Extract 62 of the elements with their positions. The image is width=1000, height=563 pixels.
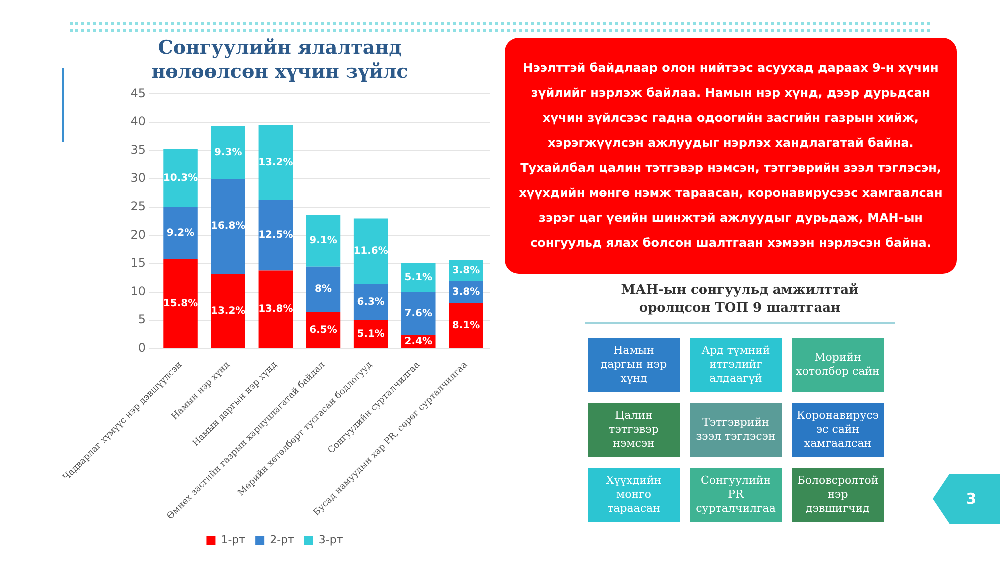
bar — [164, 207, 198, 260]
bar — [258, 125, 294, 200]
data-label: 13.2% — [210, 306, 246, 317]
y-tick-label: 35 — [130, 142, 146, 157]
y-tick-label: 15 — [130, 256, 146, 270]
bar — [258, 270, 294, 348]
data-label: 15.8% — [163, 298, 198, 310]
data-label: 9.2% — [166, 228, 195, 240]
text: Тэтгэврийн зээл тэглэсэн — [690, 403, 782, 457]
bar — [258, 200, 294, 271]
y-tick-label: 0 — [138, 341, 146, 356]
bar — [211, 179, 246, 274]
data-label: 12.5% — [258, 230, 294, 242]
data-label: 8.1% — [452, 320, 480, 332]
bar — [449, 303, 484, 348]
data-label: 10.3% — [163, 172, 198, 184]
text: Хүүхдийн мөнгө тараасан — [588, 468, 680, 522]
text: Нээлттэй байдлаар олон нийтээс асуухад дараах 9-н хүчин зүйлийг нэрлэж байлаа. Намын нэр хүнд, дээр дурьдсан хүчин зүйлсээс гадна одоогийн засгийн газрын хийж, хэрэгжүүлсэн ажлуудыг нэрлэх хандлагатай байна. Тухайлбал цалин тэтгэвэр нэмсэн, тэтгэврийн зээл тэглэсэн, хүүхдийн мөнгө нэмж тараасан, коронавирусээс хамгаалсан зэрэг цаг үеийн шинжтэй ажлуудыг дурьдаж, МАН-ын сонгуульд ялах болсон шалтгаан хэмээн нэрлэсэн байна. — [519, 60, 943, 252]
data-label: 5.1% — [404, 272, 433, 284]
data-label: 9.1% — [310, 236, 338, 247]
data-label: 3.8% — [452, 286, 480, 298]
data-label: 13.8% — [258, 304, 294, 316]
data-label: 16.8% — [210, 221, 246, 232]
text: Мөрийн хөтөлбөр сайн — [792, 338, 884, 392]
bar — [164, 259, 198, 348]
text: 3 — [966, 490, 977, 508]
y-tick-label: 30 — [130, 171, 146, 186]
bar — [211, 126, 246, 180]
data-label: 8% — [315, 284, 332, 296]
data-label: 13.2% — [258, 157, 294, 168]
data-label: 5.1% — [357, 328, 385, 340]
legend-label: 1-рт — [221, 533, 246, 546]
data-label: 11.6% — [354, 246, 388, 258]
text: Коронавирусээс сайн хамгаалсан — [792, 403, 884, 457]
text: МАН-ын сонгуульд амжилттай оролцсон ТОП 9 шалтгаан — [585, 282, 895, 324]
legend-label: 2-рт — [270, 533, 296, 546]
text: Сонгуулийн PR сурталчилгаа — [690, 468, 782, 522]
bar — [306, 312, 341, 348]
data-label: 9.3% — [214, 147, 242, 158]
chart-title: Сонгуулийн ялалтанд нөлөөлсөн хүчин зүйлс — [150, 36, 410, 84]
y-tick-label: 20 — [130, 228, 146, 242]
bar — [354, 218, 388, 284]
data-label: 7.6% — [404, 308, 433, 320]
y-tick-label: 10 — [130, 284, 146, 298]
y-tick-label: 45 — [130, 86, 146, 100]
legend-label: 3-рт — [318, 533, 344, 546]
bar — [306, 215, 341, 267]
bar — [164, 149, 198, 208]
bar — [402, 292, 436, 336]
y-tick-label: 25 — [130, 200, 146, 214]
text: Цалин тэтгэвэр нэмсэн — [588, 403, 680, 457]
data-label: 6.5% — [310, 324, 338, 336]
data-label: 2.4% — [404, 336, 433, 348]
y-tick-label: 40 — [130, 114, 146, 129]
bar — [306, 266, 341, 312]
text: Боловсролтой нэр дэвшигчид — [792, 468, 884, 522]
bar — [211, 274, 246, 348]
data-label: 3.8% — [452, 265, 480, 276]
bar — [402, 263, 436, 292]
y-tick-label: 5 — [138, 312, 146, 327]
text: Ард түмний итгэлийг алдаагүй — [690, 338, 782, 392]
data-label: 6.3% — [357, 296, 385, 308]
